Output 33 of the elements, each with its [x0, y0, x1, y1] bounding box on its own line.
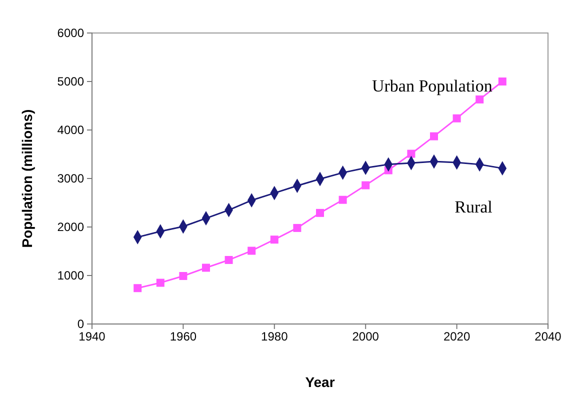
y-tick-label: 4000 [57, 122, 84, 137]
x-tick-label: 1980 [261, 330, 288, 344]
point [248, 246, 256, 255]
point [293, 224, 302, 232]
point [338, 196, 347, 204]
y-tick-label: 3000 [57, 171, 84, 186]
point [179, 272, 188, 280]
x-axis-title: Year [305, 374, 336, 390]
point [407, 150, 416, 158]
y-tick-label: 0 [77, 316, 84, 331]
y-tick-label: 1000 [57, 268, 84, 282]
y-tick-label: 2000 [57, 220, 84, 234]
series-label: Rural [454, 197, 493, 216]
y-tick-label: 6000 [57, 26, 84, 40]
point [134, 284, 142, 292]
y-axis-title: Population (millions) [19, 109, 35, 248]
x-tick-label: 1940 [78, 330, 106, 344]
x-tick-label: 2000 [352, 330, 380, 344]
point [316, 208, 324, 217]
point [202, 264, 210, 272]
point [452, 114, 461, 122]
x-tick-label: 2020 [443, 330, 470, 344]
point [430, 132, 438, 140]
point [270, 236, 278, 244]
x-tick-label: 2040 [534, 330, 562, 344]
y-tick-label: 5000 [57, 74, 84, 88]
x-tick-label: 1960 [170, 330, 197, 344]
point [156, 278, 164, 287]
series-label: Urban Population [372, 76, 493, 96]
point [362, 181, 370, 190]
point [224, 256, 233, 264]
point [498, 78, 506, 86]
point [476, 95, 484, 104]
